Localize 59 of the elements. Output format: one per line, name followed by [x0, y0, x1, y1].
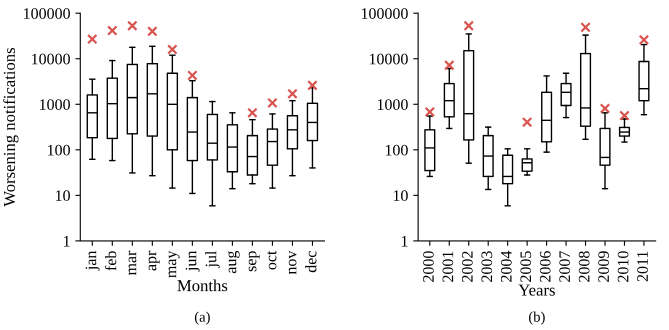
point: [147, 26, 158, 37]
point: [307, 80, 318, 91]
x-tick-label: 2010: [618, 251, 628, 282]
y-tick-label: 10000: [370, 54, 408, 64]
text: (b): [529, 311, 545, 325]
x-tick-label: 2002: [462, 252, 473, 282]
text: (a): [194, 311, 210, 325]
x-tick-label: 2008: [578, 251, 590, 282]
x-tick-label: jul: [205, 250, 220, 268]
x-tick-label: jan: [86, 250, 100, 271]
point: [463, 20, 474, 32]
y-tick-label: 100: [48, 144, 70, 156]
point: [187, 70, 198, 81]
y-tick-label: 10: [394, 190, 408, 202]
y-tick-label: 10: [56, 190, 70, 202]
x-tick-label: 2003: [481, 251, 492, 282]
y-tick-label: 100000: [362, 8, 408, 19]
y-tick-label: 10000: [32, 54, 70, 64]
y-tick-label: 1: [402, 236, 408, 246]
x-axis-title: Months: [177, 280, 228, 292]
x-tick-label: jun: [186, 250, 200, 272]
x-tick-label: 2000: [423, 251, 434, 282]
x-tick-label: oct: [267, 250, 276, 270]
x-tick-label: sep: [248, 251, 260, 272]
y-tick-label: 1000: [378, 99, 408, 110]
x-tick-label: nov: [288, 250, 296, 274]
point: [87, 34, 98, 44]
x-tick-label: apr: [148, 250, 160, 270]
y-axis-title: Worsening notifications: [3, 48, 18, 207]
x-tick-label: 2005: [520, 251, 532, 282]
y-tick-label: 1000: [40, 99, 70, 110]
point: [619, 110, 630, 121]
y-tick-label: 1: [64, 236, 70, 246]
x-tick-label: 2006: [540, 251, 551, 282]
x-tick-label: dec: [305, 251, 316, 272]
point: [287, 88, 298, 100]
point: [522, 116, 532, 128]
point: [127, 20, 138, 32]
point: [107, 25, 118, 36]
x-tick-label: mar: [128, 250, 136, 276]
point: [444, 60, 455, 71]
x-tick-label: 2001: [442, 252, 454, 282]
point: [638, 34, 650, 46]
point: [580, 22, 591, 33]
point: [267, 98, 278, 108]
x-tick-label: aug: [228, 250, 240, 274]
x-tick-label: may: [168, 250, 180, 278]
point: [600, 103, 610, 114]
x-tick-label: 2009: [598, 251, 610, 282]
x-tick-label: 2004: [500, 250, 512, 282]
point: [247, 108, 258, 118]
x-tick-label: feb: [104, 251, 116, 271]
y-tick-label: 100000: [24, 8, 70, 19]
y-tick-label: 100: [386, 144, 408, 156]
x-tick-label: 2007: [559, 251, 570, 282]
x-tick-label: 2011: [637, 252, 648, 282]
point: [167, 44, 178, 55]
point: [424, 106, 436, 118]
x-axis-title: Years: [518, 284, 555, 296]
